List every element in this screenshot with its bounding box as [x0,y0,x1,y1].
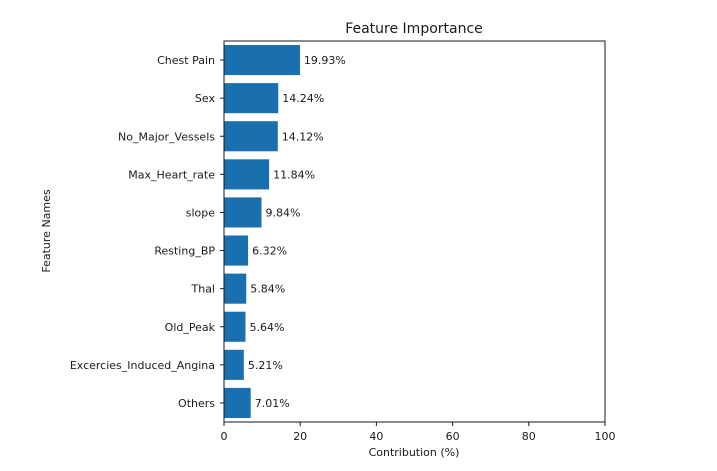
bar-value-label: 14.12% [282,130,324,143]
x-tick-label: 80 [522,430,536,443]
x-tick-label: 0 [221,430,228,443]
y-tick-label: Old_Peak [165,321,216,334]
bar-value-label: 5.21% [248,359,283,372]
y-tick-label: Max_Heart_rate [128,168,215,181]
bar [224,159,270,190]
y-tick-label: No_Major_Vessels [118,130,215,143]
x-axis-label: Contribution (%) [369,446,460,459]
chart-title: Feature Importance [345,21,483,37]
bar [224,83,279,114]
x-tick-label: 60 [446,430,460,443]
y-tick-label: Chest Pain [157,54,215,67]
y-tick-label: Sex [195,92,216,105]
x-ticks: 0 20 40 60 80 100 [221,422,616,443]
bar-value-label: 5.84% [250,283,285,296]
bar-value-label: 5.64% [249,321,284,334]
bar-value-label: 6.32% [252,245,287,258]
y-tick-label: Others [178,397,215,410]
bar [224,311,246,342]
y-tick-label: slope [186,206,215,219]
bar-value-label: 9.84% [265,206,300,219]
bar [224,45,300,76]
bar-value-label: 11.84% [273,168,315,181]
y-tick-label: Resting_BP [154,245,215,258]
y-tick-label: Excercies_Induced_Angina [70,359,215,372]
y-axis-label: Feature Names [40,189,53,273]
plot-frame [223,40,606,423]
bar-value-label: 14.24% [282,92,324,105]
bar [224,273,247,304]
bar-value-label: 7.01% [255,397,290,410]
bar [224,235,249,266]
bar [224,349,244,380]
x-tick-label: 100 [595,430,616,443]
y-tick-labels: Chest Pain Sex No_Major_Vessels Max_Heart_r… [70,54,224,410]
bar-value-label: 19.93% [304,54,346,67]
y-tick-label: Thal [191,283,216,296]
bar [224,387,251,418]
x-tick-label: 20 [293,430,307,443]
bars-group: 19.93% 14.24% 14.12% 11.84% 9.84% 6.32% 5.84% 5… [224,45,346,418]
bar [224,121,278,152]
x-tick-label: 40 [369,430,383,443]
bar [224,197,262,228]
